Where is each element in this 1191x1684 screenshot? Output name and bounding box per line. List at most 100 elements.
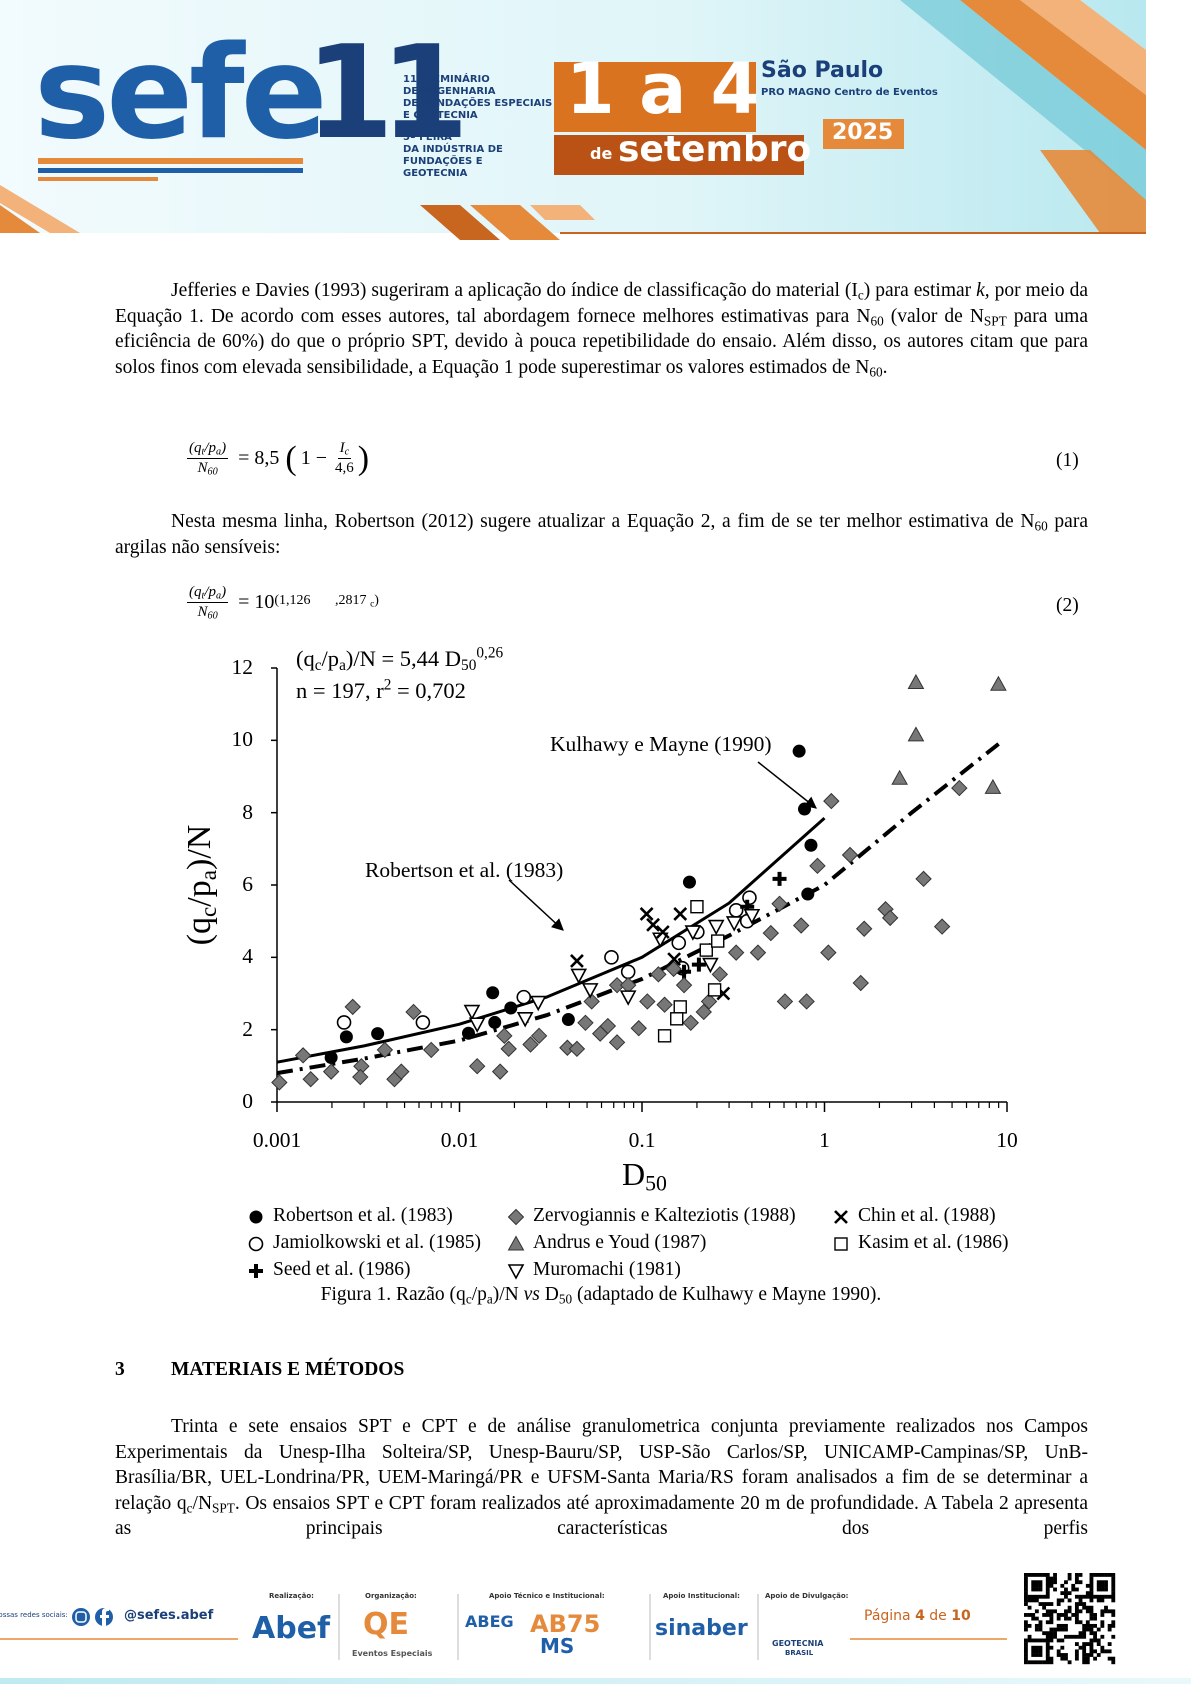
data-point xyxy=(852,974,869,992)
text-run: (q xyxy=(189,584,202,600)
data-point xyxy=(707,983,722,997)
qr-module xyxy=(1045,1580,1050,1585)
legend-label: Zervogiannis e Kalteziotis (1988) xyxy=(533,1205,796,1226)
annotation: Robertson et al. (1983) xyxy=(365,858,563,883)
qr-module xyxy=(1024,1638,1028,1643)
qr-module xyxy=(1074,1605,1079,1610)
text-sub: SPT xyxy=(983,312,1007,328)
fair-line: DA INDÚSTRIA DE xyxy=(403,144,503,155)
qr-module xyxy=(1060,1613,1065,1617)
data-point xyxy=(711,966,729,983)
text-run: Figura 1. Razão (q xyxy=(320,1284,466,1305)
qr-module xyxy=(1031,1638,1036,1643)
text-run: (q xyxy=(296,646,315,671)
qr-module xyxy=(1038,1583,1043,1588)
year: 2025 xyxy=(832,120,894,145)
qr-module xyxy=(1067,1605,1072,1610)
qr-module xyxy=(1074,1653,1079,1657)
qr-module xyxy=(1045,1656,1050,1661)
sponsor-logo: QE xyxy=(363,1607,409,1642)
qr-module xyxy=(1045,1591,1050,1596)
data-point xyxy=(522,1036,539,1053)
qr-module xyxy=(1078,1609,1083,1614)
qr-module xyxy=(1024,1645,1028,1650)
data-point xyxy=(699,943,713,957)
qr-module xyxy=(1027,1660,1032,1665)
qr-module xyxy=(1107,1573,1112,1577)
data-point xyxy=(691,957,706,972)
qr-module xyxy=(1031,1613,1036,1617)
qr-module xyxy=(1049,1660,1054,1665)
qr-module xyxy=(1089,1605,1094,1610)
text-sub: c xyxy=(195,906,222,917)
logo-edition: 11 xyxy=(305,19,469,168)
text-i: vs xyxy=(523,1284,540,1305)
legend-marker xyxy=(507,1235,525,1251)
text-sub: a xyxy=(339,656,346,674)
qr-module xyxy=(1056,1598,1061,1603)
qr-module xyxy=(1024,1656,1028,1661)
paragraph: Trinta e sete ensaios SPT e CPT e de aná… xyxy=(115,1414,1088,1542)
data-point xyxy=(695,1003,712,1021)
footer: nossas redes sociais: @sefes.abef Página… xyxy=(0,1570,1191,1684)
qr-module xyxy=(1056,1649,1061,1654)
qr-module xyxy=(1024,1583,1028,1588)
qr-module xyxy=(1093,1616,1097,1621)
text-sub: 60 xyxy=(869,363,883,379)
data-point xyxy=(684,925,702,941)
qr-module xyxy=(1082,1653,1087,1657)
data-point xyxy=(339,1030,353,1044)
qr-module xyxy=(1067,1573,1072,1577)
qr-module xyxy=(1060,1653,1065,1657)
fair-line: 5ª FEIRA xyxy=(403,132,452,143)
text-run: Nesta mesma linha, Robertson (2012) suge… xyxy=(171,511,1035,532)
text-run: /N xyxy=(192,1492,213,1514)
qr-module xyxy=(1104,1580,1108,1585)
data-point xyxy=(500,1040,517,1058)
data-point xyxy=(667,952,682,967)
qr-module xyxy=(1027,1623,1032,1628)
legend-label: Andrus e Youd (1987) xyxy=(533,1232,707,1253)
annotation: (qc/pa)/N = 5,44 D500,26 xyxy=(296,645,503,674)
qr-module xyxy=(1074,1573,1079,1577)
qr-module xyxy=(1053,1609,1057,1614)
sponsor-logo: Eventos Especiais xyxy=(352,1649,433,1658)
text-run: D xyxy=(539,1284,559,1305)
data-point xyxy=(841,846,859,864)
data-point xyxy=(727,944,745,961)
text-sub: 60 xyxy=(1034,518,1048,534)
qr-module xyxy=(1024,1623,1028,1628)
fair-line: FUNDAÇÕES E xyxy=(403,156,483,167)
paren: ) xyxy=(357,439,370,477)
text-run: /p xyxy=(204,584,217,600)
data-point xyxy=(322,1063,340,1080)
data-point xyxy=(711,934,725,948)
text-sub: 50 xyxy=(645,1171,667,1196)
qr-module xyxy=(1104,1583,1108,1588)
annotation: Kulhawy e Mayne (1990) xyxy=(550,732,772,757)
qr-module xyxy=(1100,1573,1105,1577)
data-point xyxy=(675,976,693,994)
section-number: 3 xyxy=(115,1359,125,1380)
qr-module xyxy=(1038,1623,1043,1628)
data-point xyxy=(570,954,584,968)
qr-module xyxy=(1045,1649,1050,1654)
legend-label: Jamiolkowski et al. (1985) xyxy=(273,1232,481,1253)
numerator: (qt/pa) xyxy=(187,584,229,603)
qr-module xyxy=(1053,1634,1057,1639)
qr-module xyxy=(1107,1623,1112,1628)
qr-module xyxy=(1089,1609,1094,1614)
data-point xyxy=(468,1057,486,1075)
qr-module xyxy=(1045,1602,1050,1606)
qr-module xyxy=(1053,1631,1057,1636)
qr-module xyxy=(1089,1583,1094,1588)
qr-module xyxy=(1031,1598,1036,1603)
data-point xyxy=(461,1026,475,1040)
qr-module xyxy=(1064,1613,1068,1617)
data-point xyxy=(749,944,767,961)
text-sub: 60 xyxy=(870,312,884,328)
legend-marker xyxy=(248,1236,264,1252)
qr-module xyxy=(1038,1580,1043,1585)
qr-module xyxy=(1038,1573,1043,1577)
data-point xyxy=(393,1063,410,1080)
